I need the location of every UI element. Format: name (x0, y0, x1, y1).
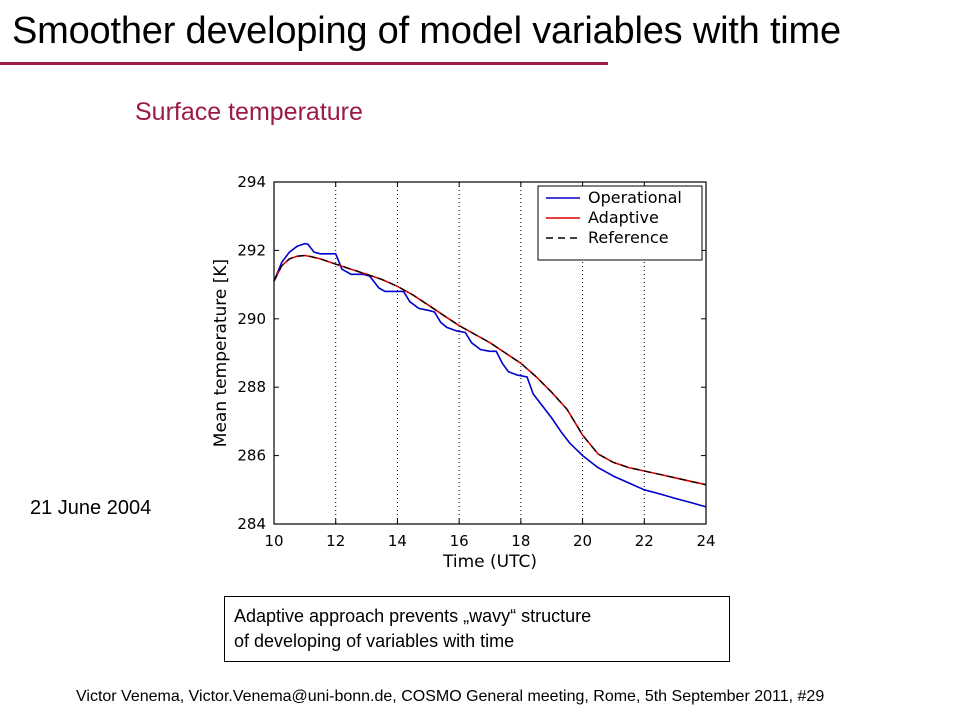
x-tick-label-14: 14 (388, 532, 407, 550)
y-tick-label-284: 284 (237, 515, 266, 533)
y-axis-label: Mean temperature [K] (211, 259, 231, 447)
x-axis-label: Time (UTC) (442, 552, 537, 572)
y-tick-label-294: 294 (237, 173, 266, 191)
footer-citation: Victor Venema, Victor.Venema@uni-bonn.de… (76, 688, 825, 705)
y-tick-label-288: 288 (237, 378, 266, 396)
series-line-reference (273, 254, 707, 486)
note-line-2: of developing of variables with time (234, 631, 515, 651)
legend-label-operational: Operational (588, 188, 682, 207)
note-box: Adaptive approach prevents „wavy“ struct… (224, 596, 730, 662)
x-tick-label-18: 18 (511, 532, 530, 550)
series-lines (273, 242, 707, 508)
x-tick-label-22: 22 (635, 532, 654, 550)
y-tick-label-292: 292 (237, 241, 266, 259)
plot-frame (273, 181, 707, 525)
y-tick-label-286: 286 (237, 447, 266, 465)
legend-label-reference: Reference (588, 228, 669, 247)
title-underline (0, 62, 608, 65)
y-tick-label-290: 290 (237, 310, 266, 328)
x-tick-label-24: 24 (696, 532, 715, 550)
x-tick-label-10: 10 (264, 532, 283, 550)
chart-subtitle: Surface temperature (135, 98, 363, 126)
series-line-operational (273, 242, 707, 508)
axis-ticks: 10 12 14 16 18 20 22 24 284 286 288 290 292 294 (237, 173, 715, 550)
x-tick-label-16: 16 (450, 532, 469, 550)
slide-title: Smoother developing of model variables w… (12, 10, 841, 52)
x-tick-label-20: 20 (573, 532, 592, 550)
series-line-adaptive (273, 254, 707, 486)
temperature-chart: 10 12 14 16 18 20 22 24 284 286 288 290 292 294 Time … (211, 173, 716, 572)
date-label: 21 June 2004 (30, 497, 152, 519)
x-tick-label-12: 12 (326, 532, 345, 550)
legend-label-adaptive: Adaptive (588, 208, 659, 227)
note-line-1: Adaptive approach prevents „wavy“ struct… (234, 606, 592, 626)
